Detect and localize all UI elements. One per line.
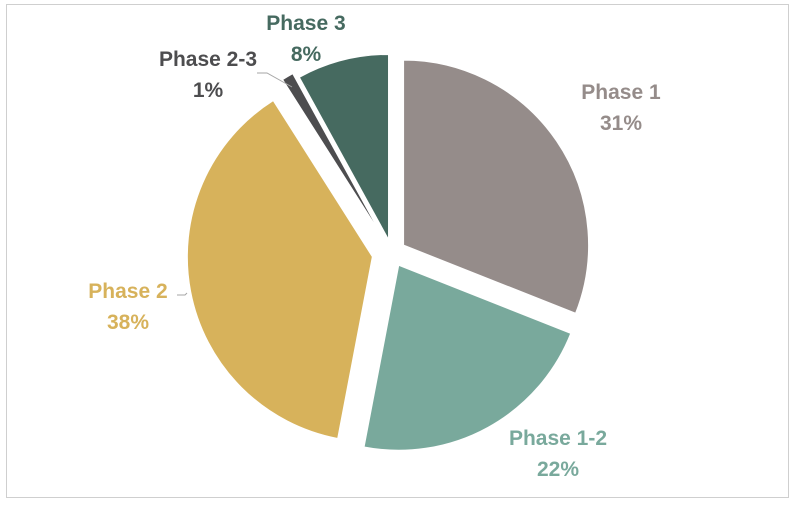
- slice-label-value-phase-1: 31%: [600, 112, 642, 135]
- pie-slice-phase-1-2: [363, 264, 572, 451]
- slice-label-value-phase-2-3: 1%: [193, 79, 224, 102]
- slice-label-name-phase-2: Phase 2: [88, 280, 167, 303]
- slice-label-value-phase-2: 38%: [107, 311, 149, 334]
- pie-slice-phase-2: [186, 99, 373, 440]
- slice-label-name-phase-1: Phase 1: [581, 81, 661, 104]
- slice-label-name-phase-3: Phase 3: [266, 12, 345, 35]
- leader-lines: [177, 72, 293, 296]
- leader-line-phase-2: [177, 292, 188, 296]
- labels-layer: Phase 1 31% Phase 1-2 22% Phase 2 38% Phase 2-…: [88, 12, 661, 481]
- chart-frame: Phase 1 31% Phase 1-2 22% Phase 2 38% Phase 2-…: [6, 4, 789, 498]
- slices-layer: [186, 53, 590, 451]
- pie-slice-phase-1: [403, 59, 590, 314]
- pie-slice-phase-2-3: [282, 72, 383, 237]
- slice-label-name-phase-1-2: Phase 1-2: [509, 427, 607, 450]
- pie-chart: Phase 1 31% Phase 1-2 22% Phase 2 38% Phase 2-…: [88, 12, 661, 481]
- slice-label-value-phase-3: 8%: [291, 43, 322, 66]
- leader-line-phase-2-3: [257, 72, 293, 88]
- slice-label-value-phase-1-2: 22%: [537, 458, 579, 481]
- pie-slice-phase-3: [298, 53, 390, 240]
- slice-label-name-phase-2-3: Phase 2-3: [159, 48, 257, 71]
